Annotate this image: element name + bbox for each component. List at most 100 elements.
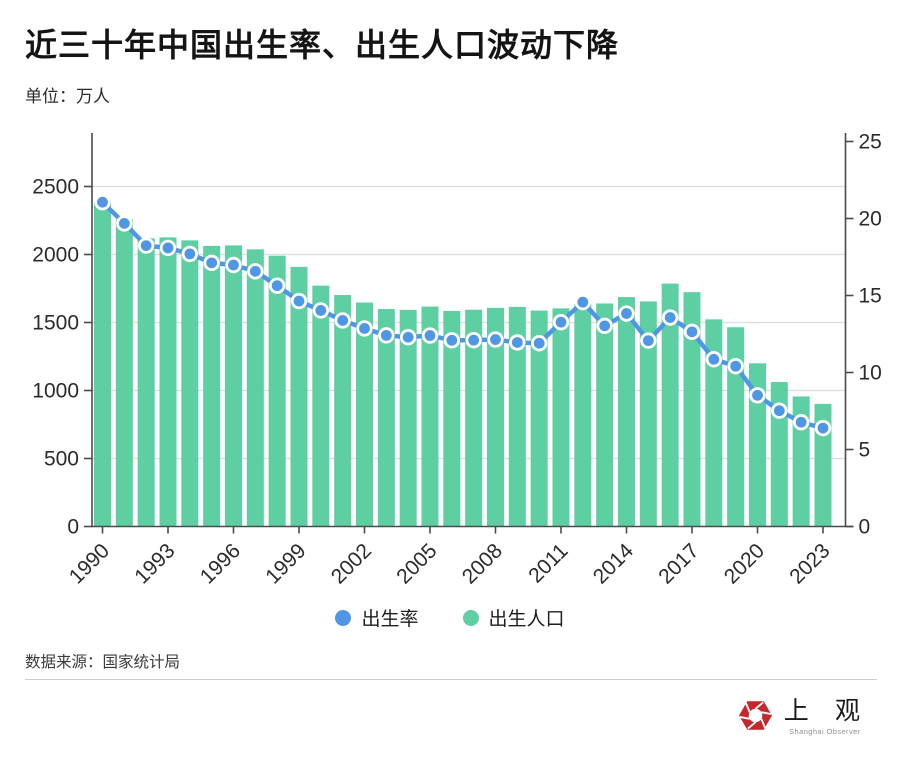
point-2003	[378, 327, 395, 344]
logo-en-text: Shanghai Observer	[789, 726, 861, 736]
point-1999	[290, 292, 308, 310]
footer-divider	[25, 679, 877, 680]
svg-text:2020: 2020	[720, 539, 769, 588]
birth-rate-population-chart: 0 500 1000 1500 2000 2500 0 5 10 15 20 25 1990 1993 19…	[32, 131, 882, 589]
svg-text:10: 10	[859, 362, 882, 385]
shanghai-observer-logo-icon	[738, 701, 772, 730]
point-2008	[487, 331, 504, 348]
point-1997	[247, 263, 264, 280]
point-1998	[268, 277, 286, 294]
bar-2014	[617, 297, 635, 527]
point-2022	[792, 414, 810, 431]
point-1993	[159, 239, 177, 257]
right-axis-tick-labels: 0 5 10 15 20 25	[859, 131, 882, 539]
bar-1992	[137, 238, 155, 527]
svg-text:2023: 2023	[785, 539, 834, 588]
svg-text:15: 15	[859, 285, 882, 308]
bar-2013	[596, 303, 614, 527]
point-2005	[421, 327, 439, 344]
point-2019	[727, 357, 744, 375]
svg-text:2500: 2500	[32, 176, 79, 199]
point-2014	[618, 305, 635, 322]
point-2007	[465, 331, 482, 349]
bar-1991	[115, 219, 133, 527]
bar-1995	[203, 245, 221, 527]
birth-rate-line	[100, 199, 826, 431]
point-2009	[509, 334, 526, 351]
svg-text:500: 500	[44, 448, 79, 471]
point-2017	[683, 323, 701, 341]
point-2016	[661, 309, 679, 326]
point-1995	[203, 254, 220, 272]
chart-legend: 出生率 出生人口	[0, 604, 900, 631]
bar-2021	[770, 382, 788, 527]
bar-2006	[443, 310, 461, 527]
svg-text:20: 20	[859, 208, 882, 231]
point-1994	[181, 245, 199, 263]
bar-2004	[399, 309, 417, 527]
bar-2007	[465, 309, 483, 527]
point-2011	[552, 313, 570, 331]
point-1996	[225, 256, 242, 274]
x-axis-tick-labels: 1990 1993 1996 1999 2002 2005 2008 2011 2014 2017…	[65, 539, 835, 589]
birth-rate-marker-icon	[335, 609, 352, 626]
bar-2017	[683, 292, 701, 527]
bar-2019	[727, 327, 745, 527]
bar-2002	[355, 302, 373, 527]
point-2000	[312, 302, 330, 319]
bar-2005	[421, 306, 439, 527]
svg-text:2011: 2011	[524, 539, 572, 587]
svg-text:25: 25	[859, 131, 882, 154]
svg-text:1993: 1993	[130, 539, 179, 588]
bar-1998	[268, 255, 286, 527]
bar-2015	[639, 301, 657, 527]
svg-text:2002: 2002	[327, 539, 376, 588]
legend-item-birth-rate: 出生率	[335, 604, 419, 631]
point-2004	[399, 329, 417, 346]
point-2002	[356, 320, 373, 337]
point-2013	[596, 317, 613, 335]
bar-2000	[312, 285, 330, 527]
bar-1990	[94, 201, 111, 527]
bar-2011	[552, 308, 570, 527]
bar-2016	[661, 283, 679, 527]
point-2006	[443, 332, 461, 349]
bar-1994	[181, 240, 199, 527]
bar-2012	[574, 304, 592, 527]
bar-1999	[290, 266, 308, 527]
point-2018	[705, 351, 723, 368]
svg-text:1500: 1500	[32, 312, 79, 335]
svg-text:1000: 1000	[32, 380, 79, 403]
page-title: 近三十年中国出生率、出生人口波动下降	[25, 27, 620, 63]
bar-1993	[159, 237, 177, 527]
bar-1996	[224, 245, 242, 527]
logo-cn-text: 上 观	[783, 698, 870, 725]
legend-label-birth-rate: 出生率	[361, 609, 419, 630]
svg-text:2008: 2008	[458, 539, 507, 588]
birth-population-marker-icon	[462, 609, 479, 626]
point-2023	[814, 419, 832, 437]
birth-population-bars	[94, 201, 832, 527]
point-1992	[137, 237, 155, 254]
point-2015	[640, 332, 657, 349]
point-2021	[771, 402, 788, 419]
unit-label: 单位：万人	[25, 87, 110, 106]
shanghai-observer-logo: 上 观 Shanghai Observer	[738, 698, 870, 736]
bar-2020	[748, 363, 766, 527]
bar-2009	[508, 306, 526, 527]
bar-2008	[486, 307, 504, 527]
data-source-label: 数据来源：国家统计局	[25, 654, 181, 671]
svg-text:0: 0	[859, 516, 871, 539]
svg-text:1996: 1996	[196, 539, 245, 588]
svg-text:2014: 2014	[589, 539, 639, 589]
svg-text:5: 5	[859, 439, 871, 462]
bar-2003	[377, 309, 395, 527]
point-2012	[574, 293, 592, 311]
svg-text:1990: 1990	[65, 539, 114, 588]
svg-text:1999: 1999	[261, 539, 310, 588]
svg-text:0: 0	[67, 516, 79, 539]
svg-text:2000: 2000	[32, 244, 79, 267]
bar-2018	[705, 319, 723, 527]
birth-rate-points	[94, 193, 832, 437]
legend-item-birth-population: 出生人口	[462, 604, 565, 631]
